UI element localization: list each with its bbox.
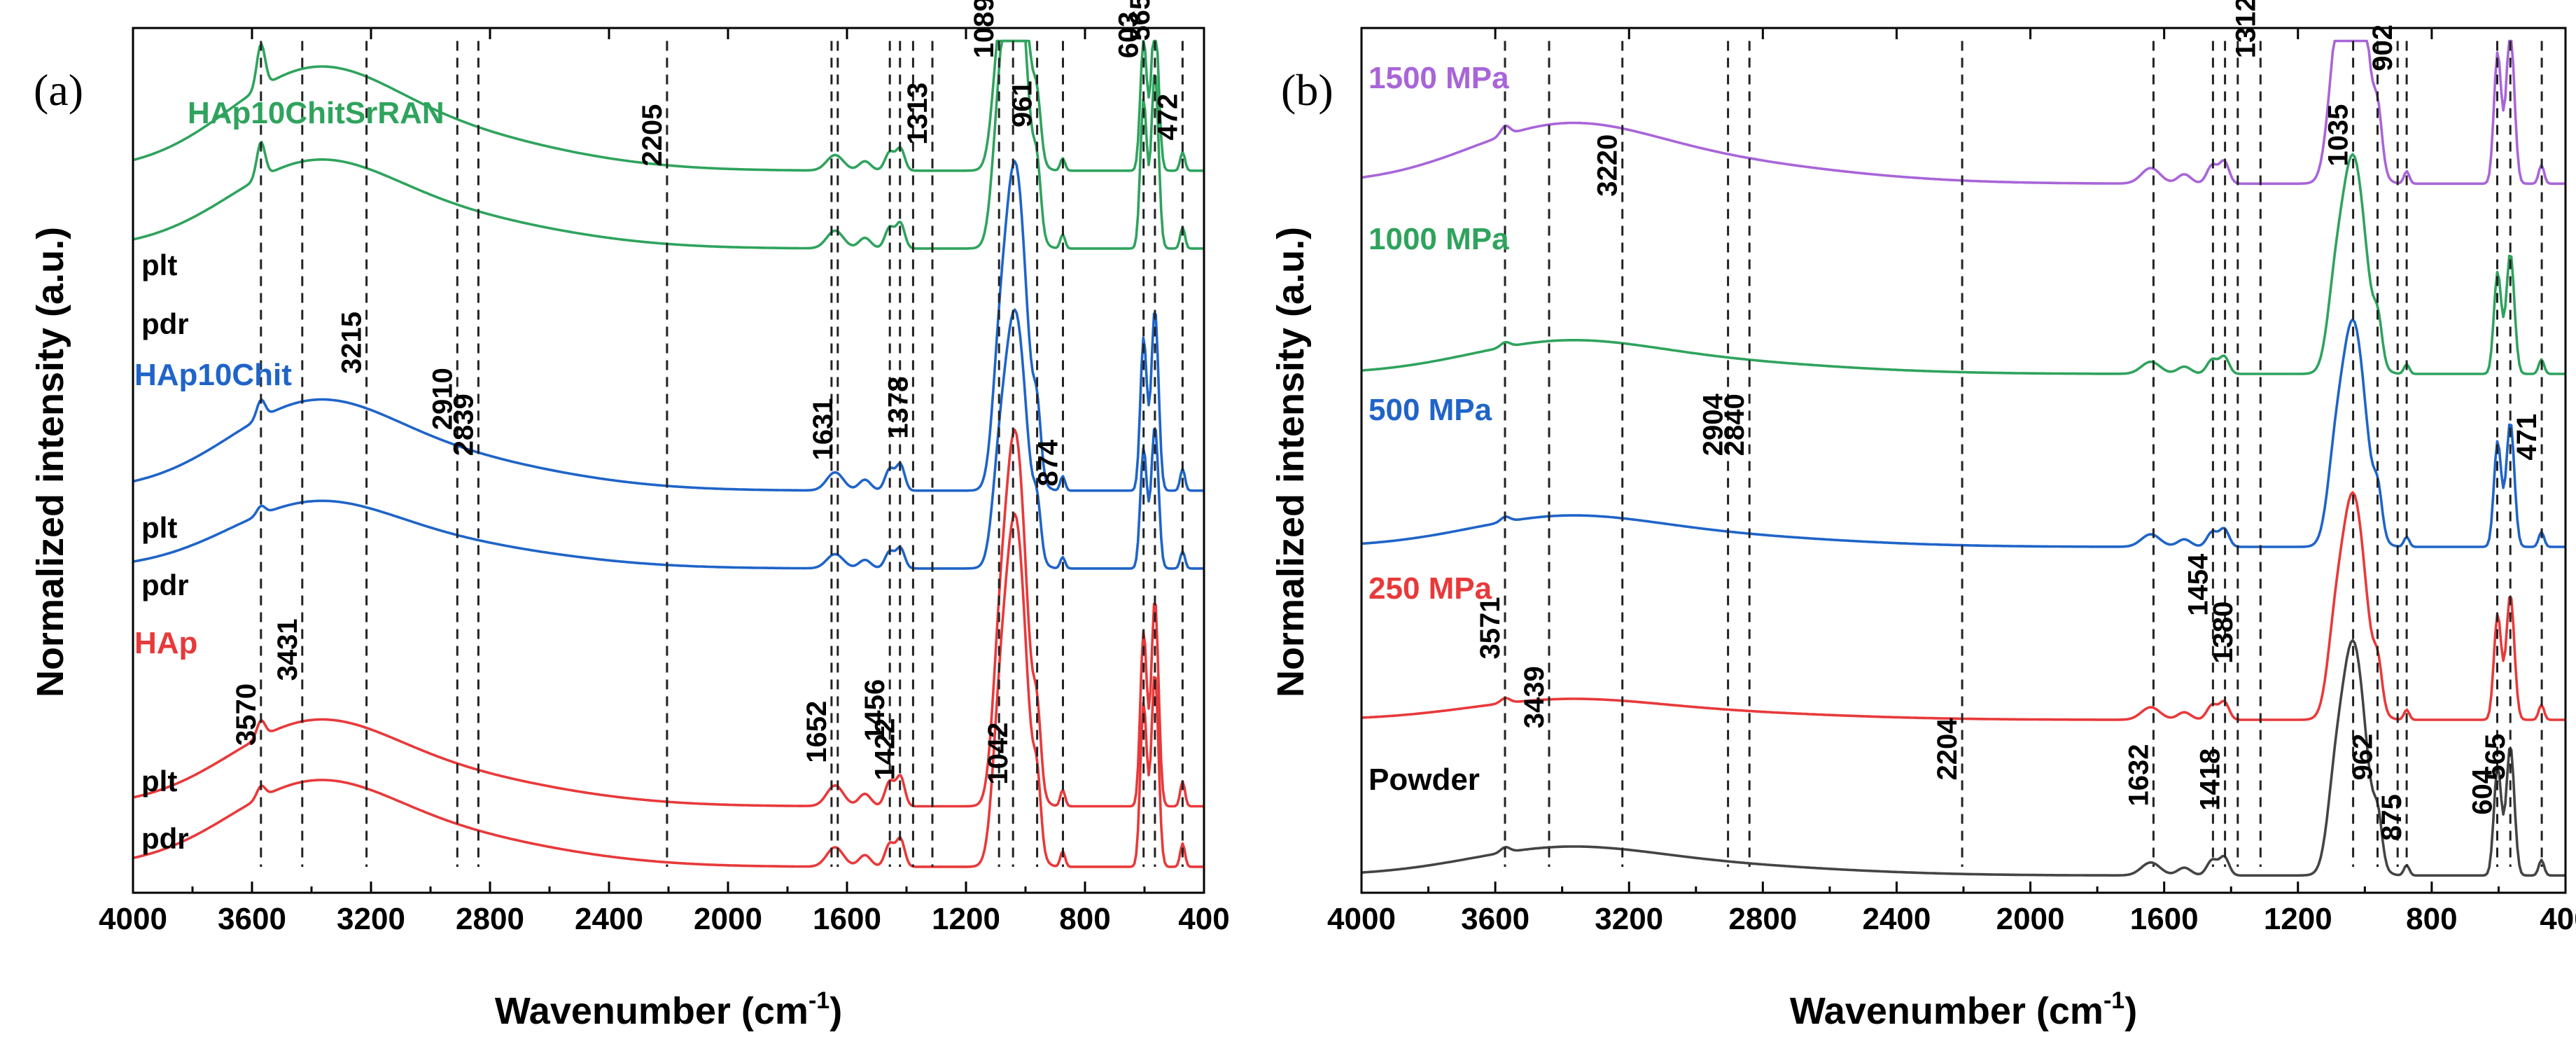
peak-label-874: 874 xyxy=(1033,439,1064,486)
peak-label-471: 471 xyxy=(2512,414,2542,461)
peak-label-3439: 3439 xyxy=(1519,666,1550,728)
sub-label-plt: plt xyxy=(141,765,177,798)
x-tick-label-2000: 2000 xyxy=(1996,902,2065,936)
spectrum-500-mpa xyxy=(1361,318,2566,548)
sub-label-plt: plt xyxy=(141,511,177,544)
group-label-hap10chit: HAp10Chit xyxy=(134,358,292,392)
panel-b-curves xyxy=(1361,39,2566,877)
x-tick-label-400: 400 xyxy=(2540,902,2576,936)
peak-label-2839: 2839 xyxy=(448,394,479,456)
x-tick-label-2400: 2400 xyxy=(1862,902,1931,936)
x-tick-label-800: 800 xyxy=(1059,902,1110,936)
peak-label-472: 472 xyxy=(1152,94,1183,141)
panel-a-frame xyxy=(132,27,1205,894)
x-tick-label-3200: 3200 xyxy=(1595,902,1663,936)
panel-b-frame xyxy=(1360,27,2567,894)
peak-label-603: 603 xyxy=(1114,11,1144,58)
x-tick-label-2800: 2800 xyxy=(456,902,524,936)
peak-label-1042: 1042 xyxy=(983,723,1014,785)
x-tick-label-1600: 1600 xyxy=(2130,902,2199,936)
sub-label-plt: plt xyxy=(141,249,177,281)
peak-label-1380: 1380 xyxy=(2208,601,2239,664)
peak-label-1312: 1312 xyxy=(2230,0,2261,58)
x-tick-label-400: 400 xyxy=(1178,902,1229,936)
peak-label-962: 962 xyxy=(2348,734,2379,781)
peak-label-1378: 1378 xyxy=(883,377,913,439)
x-tick-label-1600: 1600 xyxy=(813,902,881,936)
panel-a-curves xyxy=(132,39,1204,868)
peak-label-1418: 1418 xyxy=(2195,749,2226,811)
series-label-250-mpa: 250 MPa xyxy=(1368,571,1492,606)
peak-label-1454: 1454 xyxy=(2183,553,2213,616)
group-label-hap10chitsrran: HAp10ChitSrRAN xyxy=(188,96,444,130)
peak-label-2910: 2910 xyxy=(427,368,458,430)
x-tick-label-2000: 2000 xyxy=(694,902,762,936)
series-label-500-mpa: 500 MPa xyxy=(1368,393,1492,427)
peak-label-902: 902 xyxy=(2367,25,2398,71)
spectrum-1000-mpa xyxy=(1361,153,2566,375)
peak-label-2204: 2204 xyxy=(1932,718,1963,781)
peak-label-3215: 3215 xyxy=(337,312,368,374)
spectrum-hap-pdr xyxy=(132,513,1204,868)
x-tick-label-800: 800 xyxy=(2406,902,2457,936)
x-tick-label-3600: 3600 xyxy=(218,902,286,936)
peak-label-1652: 1652 xyxy=(802,701,832,763)
x-tick-label-2800: 2800 xyxy=(1728,902,1797,936)
panel-b-y-axis-title: Normalized intensity (a.u.) xyxy=(1270,227,1312,697)
spectrum-hap10chit-pdr xyxy=(132,308,1204,570)
peak-label-3571: 3571 xyxy=(1475,597,1506,660)
series-label-1000-mpa: 1000 MPa xyxy=(1368,222,1509,256)
spectrum-powder xyxy=(1361,639,2566,877)
peak-label-3570: 3570 xyxy=(231,683,262,746)
group-label-hap: HAp xyxy=(134,626,197,660)
sub-label-pdr: pdr xyxy=(141,822,189,855)
peak-label-961: 961 xyxy=(1007,81,1038,127)
peak-label-565: 565 xyxy=(1125,0,1156,41)
peak-label-604: 604 xyxy=(2468,767,2498,814)
x-tick-label-1200: 1200 xyxy=(932,902,1000,936)
x-tick-label-4000: 4000 xyxy=(99,902,167,936)
panel-b-x-ticks: 4000 3600 3200 2800 2400 2000 1600 1200 800 400 xyxy=(1327,28,2576,936)
sub-label-pdr: pdr xyxy=(141,307,189,340)
x-tick-label-3600: 3600 xyxy=(1461,902,1530,936)
sub-label-pdr: pdr xyxy=(141,569,189,601)
spectrum-hap-plt xyxy=(132,429,1204,808)
peak-label-1631: 1631 xyxy=(808,398,839,461)
panel-b-label: (b) xyxy=(1281,65,1334,115)
peak-label-3220: 3220 xyxy=(1592,134,1623,197)
peak-label-2904: 2904 xyxy=(1698,394,1729,457)
x-tick-label-4000: 4000 xyxy=(1327,902,1396,936)
x-tick-label-1200: 1200 xyxy=(2264,902,2332,936)
peak-label-565: 565 xyxy=(2480,734,2511,781)
spectrum-250-mpa xyxy=(1361,491,2566,721)
panel-a-y-axis-title: Normalized intensity (a.u.) xyxy=(29,227,71,697)
peak-label-2840: 2840 xyxy=(1719,394,1750,456)
peak-label-1035: 1035 xyxy=(2323,104,2354,167)
peak-label-3431: 3431 xyxy=(272,618,303,681)
peak-label-1313: 1313 xyxy=(902,83,933,145)
panel-a-label: (a) xyxy=(34,65,83,115)
peak-label-2205: 2205 xyxy=(637,104,668,167)
x-tick-label-2400: 2400 xyxy=(575,902,643,936)
panel-a-x-ticks: 4000 3600 3200 2800 2400 2000 1600 1200 800 400 xyxy=(99,28,1230,936)
peak-label-875: 875 xyxy=(2376,794,2407,841)
series-label-powder: Powder xyxy=(1368,763,1480,797)
spectrum-1500-mpa xyxy=(1361,39,2566,186)
x-tick-label-3200: 3200 xyxy=(337,902,405,936)
series-label-1500-mpa: 1500 MPa xyxy=(1368,61,1509,95)
spectrum-hap10chit-plt xyxy=(132,160,1204,492)
panel-b-x-axis-title: Wavenumber (cm-1) xyxy=(1790,987,2137,1032)
peak-label-1089: 1089 xyxy=(969,0,1000,58)
spectrum-hap10chitsrran-pdr xyxy=(132,39,1204,250)
peak-label-1422: 1422 xyxy=(870,718,901,781)
peak-label-1632: 1632 xyxy=(2123,744,2154,807)
panel-a-x-axis-title: Wavenumber (cm-1) xyxy=(495,987,842,1032)
peak-label-1456: 1456 xyxy=(860,679,890,742)
